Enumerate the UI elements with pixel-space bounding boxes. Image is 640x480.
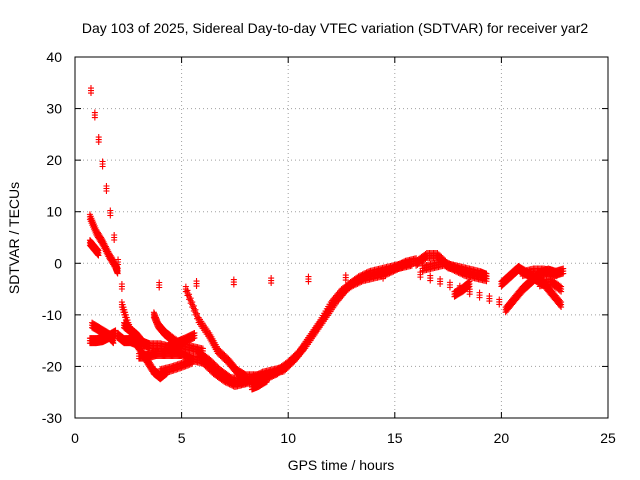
x-tick-label: 10 (280, 430, 296, 446)
chart-title: Day 103 of 2025, Sidereal Day-to-day VTE… (82, 20, 588, 36)
series-trace-a (86, 211, 121, 277)
x-tick-label: 15 (387, 430, 403, 446)
data-point (189, 360, 196, 367)
data-points (86, 85, 567, 393)
axis-ticks (74, 56, 609, 419)
series-trace-k (165, 329, 198, 352)
y-tick-label: -20 (42, 358, 62, 374)
y-tick-label: 20 (46, 152, 62, 168)
x-axis-label: GPS time / hours (288, 457, 395, 473)
series-trace-j (157, 355, 196, 378)
data-point (114, 270, 121, 277)
x-tick-label: 0 (71, 430, 79, 446)
x-tick-label: 5 (178, 430, 186, 446)
y-tick-label: 10 (46, 204, 62, 220)
series-trace-b (86, 237, 102, 259)
y-tick-label: 40 (46, 49, 62, 65)
data-point (191, 334, 198, 341)
series-trace-d (89, 319, 117, 347)
y-tick-label: -10 (42, 307, 62, 323)
y-tick-label: 30 (46, 101, 62, 117)
x-tick-label: 25 (600, 430, 616, 446)
series-trace-h (135, 348, 206, 367)
y-tick-label: 0 (54, 255, 62, 271)
x-tick-label: 20 (494, 430, 510, 446)
data-point (95, 252, 102, 259)
y-tick-label: -30 (42, 410, 62, 426)
y-axis-label: SDTVAR / TECUs (6, 182, 22, 294)
data-point (110, 340, 117, 347)
